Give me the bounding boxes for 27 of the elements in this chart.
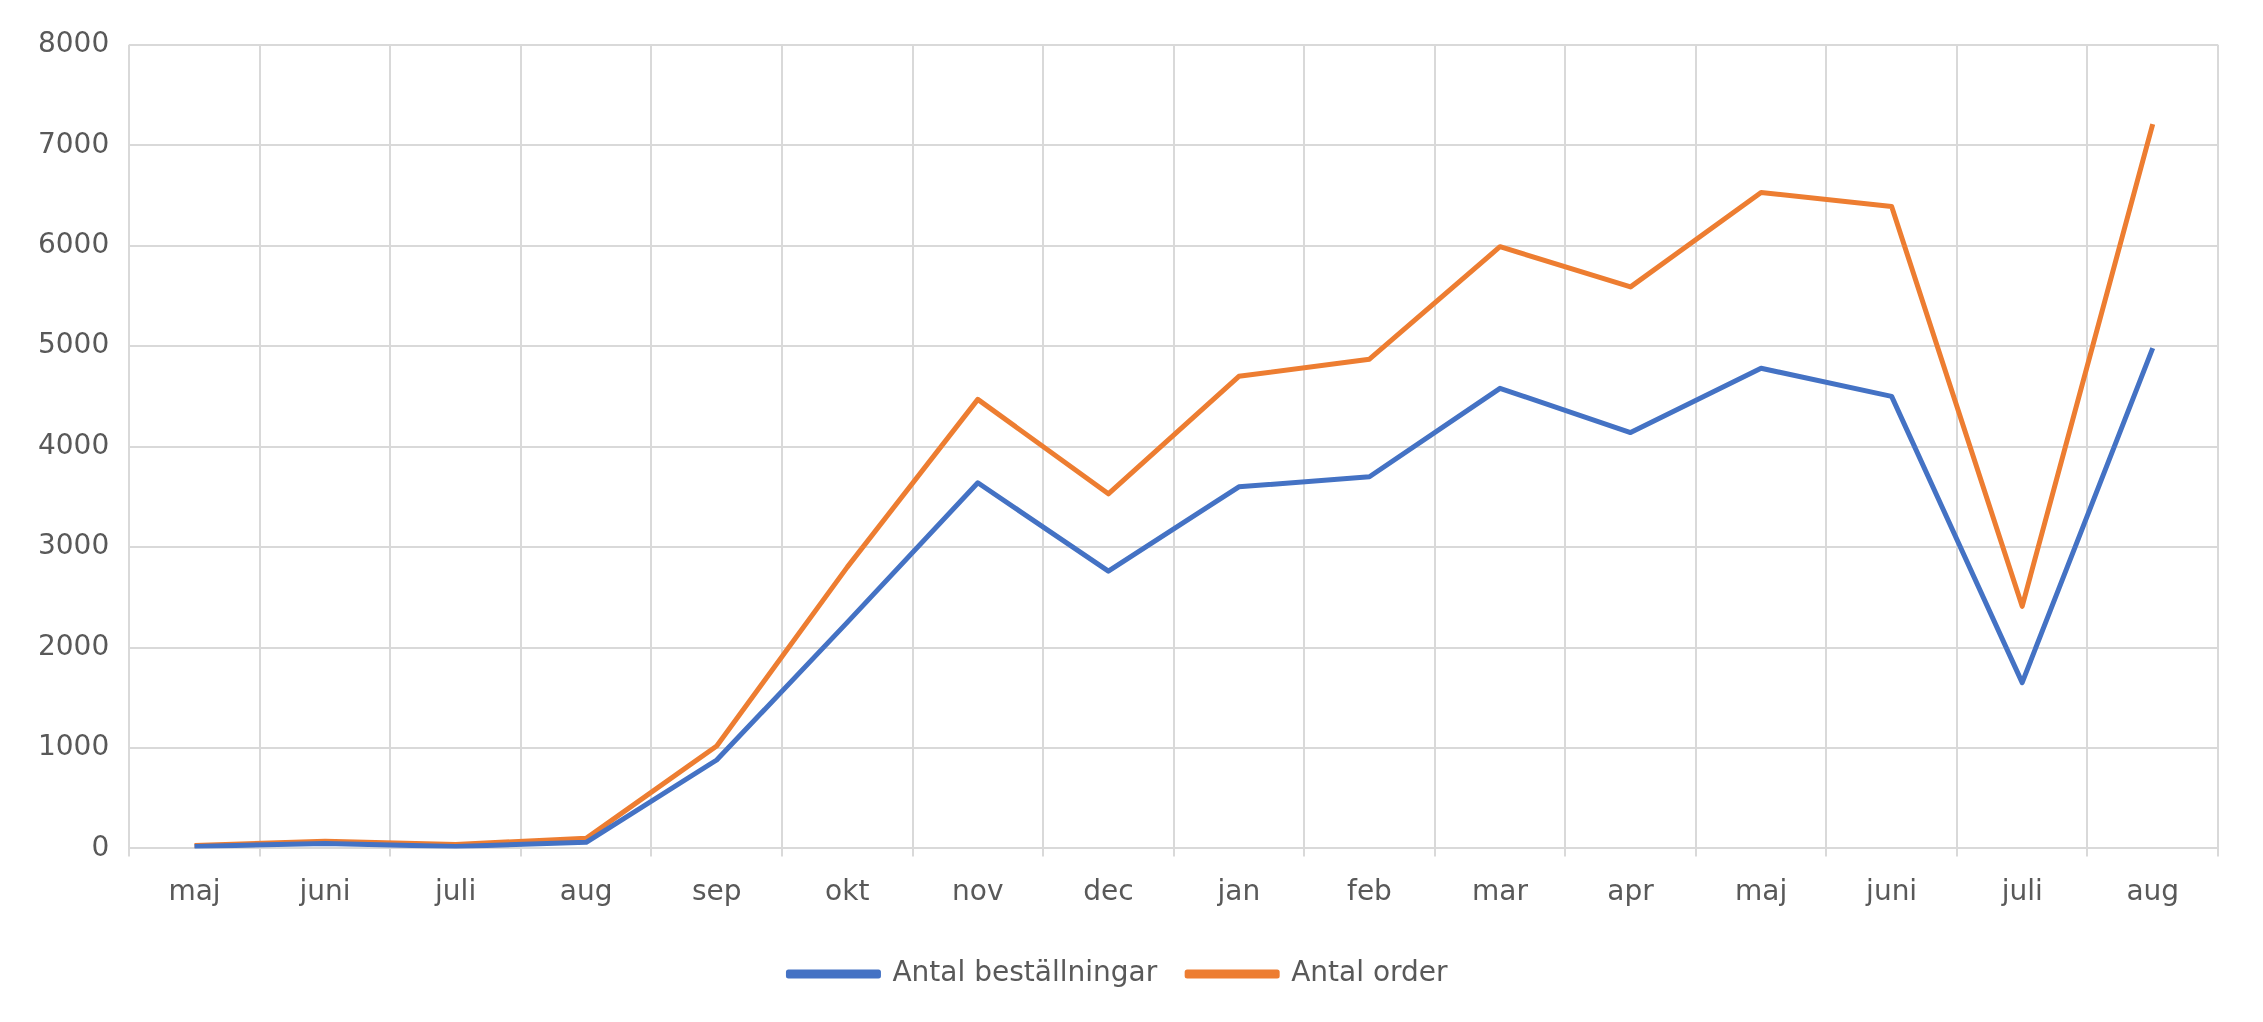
y-tick-label: 0 xyxy=(91,829,110,863)
y-tick-label: 5000 xyxy=(37,327,110,361)
x-tick-label: dec xyxy=(1083,874,1134,908)
x-tick-label: juni xyxy=(1865,874,1918,908)
x-tick-label: apr xyxy=(1607,874,1655,908)
y-tick-label: 4000 xyxy=(37,427,110,461)
x-tick-label: feb xyxy=(1347,874,1392,908)
legend-label: Antal order xyxy=(1291,955,1449,989)
x-tick-label: maj xyxy=(1734,874,1788,908)
y-tick-label: 1000 xyxy=(37,729,110,763)
x-tick-label: aug xyxy=(2126,874,2180,908)
y-tick-label: 3000 xyxy=(37,528,110,562)
x-tick-label: sep xyxy=(691,874,742,908)
y-tick-label: 6000 xyxy=(37,226,110,260)
legend-label: Antal beställningar xyxy=(892,955,1158,989)
y-tick-label: 8000 xyxy=(37,26,110,60)
x-tick-label: maj xyxy=(168,874,221,908)
x-tick-label: juli xyxy=(434,874,477,908)
x-tick-label: okt xyxy=(825,874,870,908)
y-tick-label: 2000 xyxy=(37,628,110,662)
x-tick-label: juni xyxy=(298,874,351,908)
x-tick-label: aug xyxy=(559,874,613,908)
x-tick-label: juli xyxy=(2000,874,2043,908)
y-tick-label: 7000 xyxy=(37,126,110,160)
x-tick-label: mar xyxy=(1472,874,1529,908)
x-tick-label: nov xyxy=(952,874,1004,908)
x-tick-label: jan xyxy=(1216,874,1261,908)
